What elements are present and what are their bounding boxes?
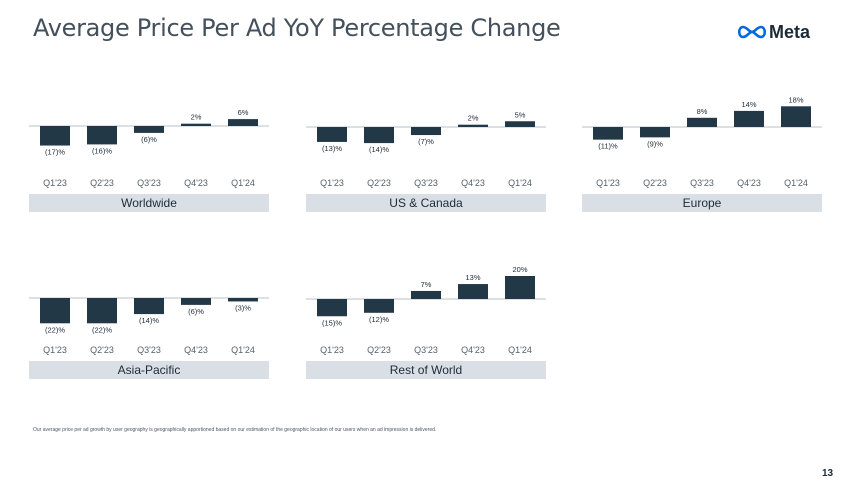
page-title: Average Price Per Ad YoY Percentage Chan… <box>33 14 561 42</box>
x-tick-label: Q1'23 <box>320 178 344 188</box>
bar <box>458 284 488 299</box>
x-tick-label: Q1'24 <box>784 178 808 188</box>
x-tick-label: Q4'23 <box>184 345 208 355</box>
x-tick-label: Q4'23 <box>461 345 485 355</box>
x-tick-label: Q1'24 <box>231 345 255 355</box>
x-tick-label: Q1'23 <box>43 178 67 188</box>
bar <box>181 123 211 126</box>
data-label: 5% <box>515 110 526 119</box>
data-label: 7% <box>421 280 432 289</box>
footnote: Our average price per ad growth by user … <box>33 427 437 433</box>
bar <box>505 276 535 299</box>
data-label: (22)% <box>92 325 112 334</box>
x-tick-label: Q4'23 <box>184 178 208 188</box>
data-label: (22)% <box>45 325 65 334</box>
data-label: (6)% <box>188 307 204 316</box>
meta-wordmark: Meta <box>769 21 811 42</box>
x-tick-label: Q1'24 <box>231 178 255 188</box>
bar <box>364 127 394 144</box>
data-label: (15)% <box>322 318 342 327</box>
x-tick-label: Q2'23 <box>643 178 667 188</box>
data-label: (13)% <box>322 144 342 153</box>
chart-asia-pacific: (22)% Q1'23 (22)% Q2'23 (14)% Q3'23 (6)% Q4'23 (… <box>29 251 269 386</box>
x-tick-label: Q4'23 <box>737 178 761 188</box>
data-label: 20% <box>512 265 527 274</box>
chart-us-canada: (13)% Q1'23 (14)% Q2'23 (7)% Q3'23 2% Q4'23 5% Q1… <box>306 84 546 219</box>
chart-europe: (11)% Q1'23 (9)% Q2'23 8% Q3'23 14% Q4'23 18% Q1'… <box>582 84 822 219</box>
chart-plot-worldwide: (17)% Q1'23 (16)% Q2'23 (6)% Q3'23 2% Q4'23 6% Q1… <box>29 108 269 188</box>
data-label: 13% <box>465 273 480 282</box>
data-label: (9)% <box>647 139 663 148</box>
bar <box>40 298 70 324</box>
x-tick-label: Q1'24 <box>508 178 532 188</box>
data-label: 2% <box>191 113 202 122</box>
data-label: (12)% <box>369 315 389 324</box>
bar <box>228 119 258 126</box>
x-tick-label: Q1'24 <box>508 345 532 355</box>
bar <box>87 298 117 324</box>
data-label: (17)% <box>45 148 65 157</box>
bar <box>505 121 535 127</box>
x-tick-label: Q2'23 <box>367 345 391 355</box>
data-label: 18% <box>788 95 803 104</box>
page-number: 13 <box>822 468 834 479</box>
bar <box>734 110 764 127</box>
chart-plot-us-canada: (13)% Q1'23 (14)% Q2'23 (7)% Q3'23 2% Q4'23 5% Q1… <box>306 110 546 188</box>
bar <box>781 106 811 127</box>
bar <box>687 117 717 127</box>
x-tick-label: Q2'23 <box>90 345 114 355</box>
chart-plot-europe: (11)% Q1'23 (9)% Q2'23 8% Q3'23 14% Q4'23 18% Q1'… <box>582 95 822 188</box>
chart-label-band: US & Canada <box>306 194 546 212</box>
x-tick-label: Q1'23 <box>596 178 620 188</box>
chart-plot-asia-pacific: (22)% Q1'23 (22)% Q2'23 (14)% Q3'23 (6)% Q4'23 (… <box>29 297 269 355</box>
data-label: (11)% <box>598 142 618 151</box>
data-label: 2% <box>468 114 479 123</box>
bar <box>317 127 347 142</box>
bar <box>134 126 164 133</box>
bar <box>40 126 70 146</box>
bar <box>411 127 441 136</box>
bar <box>458 124 488 127</box>
data-label: (3)% <box>235 303 251 312</box>
chart-label-band: Worldwide <box>29 194 269 212</box>
chart-label-band: Rest of World <box>306 361 546 379</box>
bar <box>593 127 623 140</box>
x-tick-label: Q2'23 <box>367 178 391 188</box>
data-label: 14% <box>741 100 756 109</box>
bar <box>640 127 670 138</box>
meta-logo: Meta <box>737 20 810 44</box>
data-label: 6% <box>238 108 249 117</box>
data-label: (14)% <box>139 316 159 325</box>
bar <box>228 298 258 302</box>
bar <box>364 299 394 313</box>
x-tick-label: Q3'23 <box>137 345 161 355</box>
chart-worldwide: (17)% Q1'23 (16)% Q2'23 (6)% Q3'23 2% Q4'23 6% Q1… <box>29 84 269 219</box>
x-tick-label: Q4'23 <box>461 178 485 188</box>
x-tick-label: Q1'23 <box>43 345 67 355</box>
x-tick-label: Q3'23 <box>690 178 714 188</box>
chart-plot-rest-of-world: (15)% Q1'23 (12)% Q2'23 7% Q3'23 13% Q4'23 20% Q1… <box>306 265 546 355</box>
bar <box>411 290 441 299</box>
bar <box>87 126 117 145</box>
data-label: (16)% <box>92 146 112 155</box>
x-tick-label: Q3'23 <box>414 345 438 355</box>
bar <box>181 298 211 305</box>
data-label: (6)% <box>141 135 157 144</box>
meta-infinity-icon <box>737 25 767 39</box>
chart-rest-of-world: (15)% Q1'23 (12)% Q2'23 7% Q3'23 13% Q4'23 20% Q1… <box>306 251 546 386</box>
data-label: (7)% <box>418 137 434 146</box>
x-tick-label: Q2'23 <box>90 178 114 188</box>
data-label: 8% <box>697 107 708 116</box>
x-tick-label: Q3'23 <box>414 178 438 188</box>
chart-label-band: Europe <box>582 194 822 212</box>
bar <box>134 298 164 315</box>
data-label: (14)% <box>369 145 389 154</box>
chart-label-band: Asia-Pacific <box>29 361 269 379</box>
x-tick-label: Q1'23 <box>320 345 344 355</box>
bar <box>317 299 347 317</box>
x-tick-label: Q3'23 <box>137 178 161 188</box>
